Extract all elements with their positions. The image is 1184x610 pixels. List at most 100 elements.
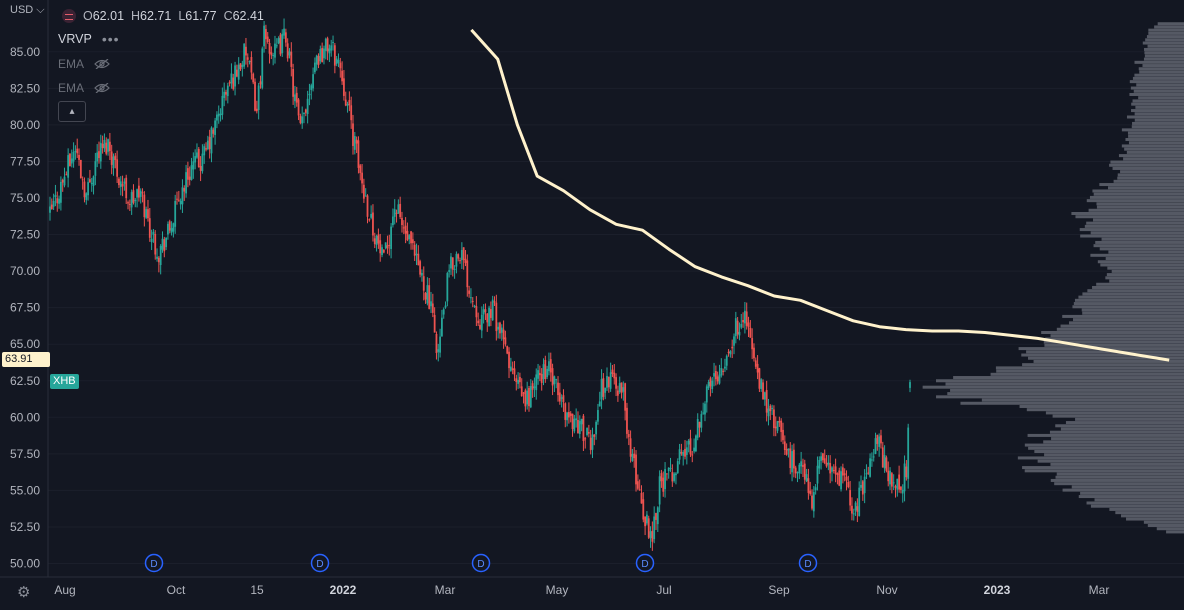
candle-body	[430, 301, 432, 307]
volume-profile-bar	[1087, 289, 1184, 293]
dividend-marker[interactable]: D	[310, 553, 330, 573]
candle-body	[742, 319, 744, 323]
volume-profile-bar	[1148, 31, 1184, 35]
candle-body	[502, 329, 505, 340]
volume-profile-bar	[1045, 411, 1184, 415]
candle-body	[317, 56, 320, 66]
candle-body	[250, 57, 253, 73]
eye-hidden-icon[interactable]	[94, 59, 110, 69]
volume-profile-bar	[1062, 488, 1184, 492]
candle-body	[713, 373, 715, 377]
dividend-marker[interactable]: D	[471, 553, 491, 573]
volume-profile-bar	[1045, 337, 1184, 341]
volume-profile-bar	[1060, 427, 1184, 431]
candle-body	[818, 459, 821, 469]
candle-body	[208, 137, 211, 150]
candle-body	[738, 331, 741, 336]
volume-profile-bar	[1078, 495, 1184, 499]
candle-body	[497, 326, 500, 330]
volume-profile-bar	[1094, 498, 1184, 502]
candle-body	[477, 320, 480, 324]
candle-body	[433, 314, 436, 333]
volume-profile-bar	[1080, 234, 1184, 238]
candle-body	[548, 361, 550, 372]
candle-body	[729, 351, 732, 355]
candle-body	[333, 45, 336, 66]
indicator-ema-2[interactable]: EMA	[58, 81, 110, 95]
x-tick-label: Aug	[54, 583, 75, 597]
dividend-marker[interactable]: D	[635, 553, 655, 573]
candle-body	[836, 473, 839, 475]
volume-profile-bar	[1134, 60, 1184, 64]
candle-body	[370, 213, 373, 218]
candle-body	[330, 45, 333, 51]
candle-body	[704, 403, 706, 415]
candle-body	[731, 346, 734, 349]
volume-profile-bar	[1128, 134, 1184, 138]
volume-profile-bar	[995, 366, 1184, 370]
candle-body	[722, 370, 725, 372]
dividend-marker[interactable]: D	[798, 553, 818, 573]
candle-body	[321, 47, 324, 63]
indicator-ema-1[interactable]: EMA	[58, 57, 110, 71]
volume-profile-bar	[1166, 530, 1184, 534]
dividend-marker-label: D	[477, 559, 484, 570]
candle-body	[255, 108, 258, 112]
candle-body	[564, 403, 567, 420]
candle-body	[397, 204, 400, 214]
volume-profile-bar	[936, 395, 1184, 399]
candle-body	[448, 270, 451, 273]
candle-body	[655, 513, 657, 520]
volume-profile-bar	[1133, 89, 1184, 93]
dividend-marker-circle	[471, 553, 491, 573]
volume-profile-bar	[1096, 202, 1184, 206]
settings-gear-icon[interactable]: ⚙	[17, 584, 31, 601]
candle-body	[74, 151, 77, 153]
candle-body	[629, 438, 632, 457]
high-label: H	[131, 9, 141, 23]
volume-profile-bar	[1108, 250, 1184, 254]
candle-body	[720, 368, 723, 376]
candle-body	[620, 382, 623, 393]
candle-body	[128, 203, 131, 205]
currency-selector[interactable]: USD ⌵	[10, 4, 45, 17]
volume-profile-bar	[1106, 273, 1184, 277]
ohlc-legend: O62.01 H62.71 L61.77 C62.41	[62, 9, 264, 23]
dividend-marker[interactable]: D	[144, 553, 164, 573]
volume-profile-bar	[1051, 437, 1184, 441]
y-tick-label: 82.50	[10, 81, 40, 95]
candle-body	[165, 237, 168, 248]
volume-profile-bar	[960, 401, 1184, 405]
indicator-vrvp[interactable]: VRVP •••	[58, 32, 120, 46]
volume-profile-bar	[1142, 64, 1184, 68]
candle-body	[134, 199, 137, 201]
candle-body	[707, 382, 710, 388]
low-label: L	[178, 9, 186, 23]
eye-hidden-icon[interactable]	[94, 83, 110, 93]
candle-body	[832, 470, 835, 472]
volume-profile-bar	[1143, 57, 1184, 61]
candle-body	[580, 418, 583, 425]
volume-profile-bar	[1109, 163, 1184, 167]
candle-body	[313, 62, 316, 73]
candle-body	[631, 453, 634, 461]
candle-body	[92, 176, 95, 186]
volume-profile-bar	[1062, 314, 1184, 318]
more-dots-icon[interactable]: •••	[101, 31, 120, 47]
volume-profile-bar	[1105, 257, 1184, 261]
candle-body	[101, 143, 104, 149]
candle-body	[520, 386, 523, 397]
candle-body	[384, 242, 387, 249]
candle-body	[150, 238, 153, 243]
volume-profile-bar	[1097, 260, 1184, 264]
collapse-legend-button[interactable]: ▴	[58, 101, 86, 122]
candle-body	[814, 487, 817, 491]
candle-body	[219, 113, 222, 116]
volume-profile-bar	[1090, 231, 1184, 235]
volume-profile-bar	[1117, 176, 1184, 180]
low-value: 61.77	[185, 9, 217, 23]
volume-profile-bar	[1060, 324, 1184, 328]
volume-profile-bar	[1055, 424, 1184, 428]
volume-profile-bar	[1147, 44, 1184, 48]
